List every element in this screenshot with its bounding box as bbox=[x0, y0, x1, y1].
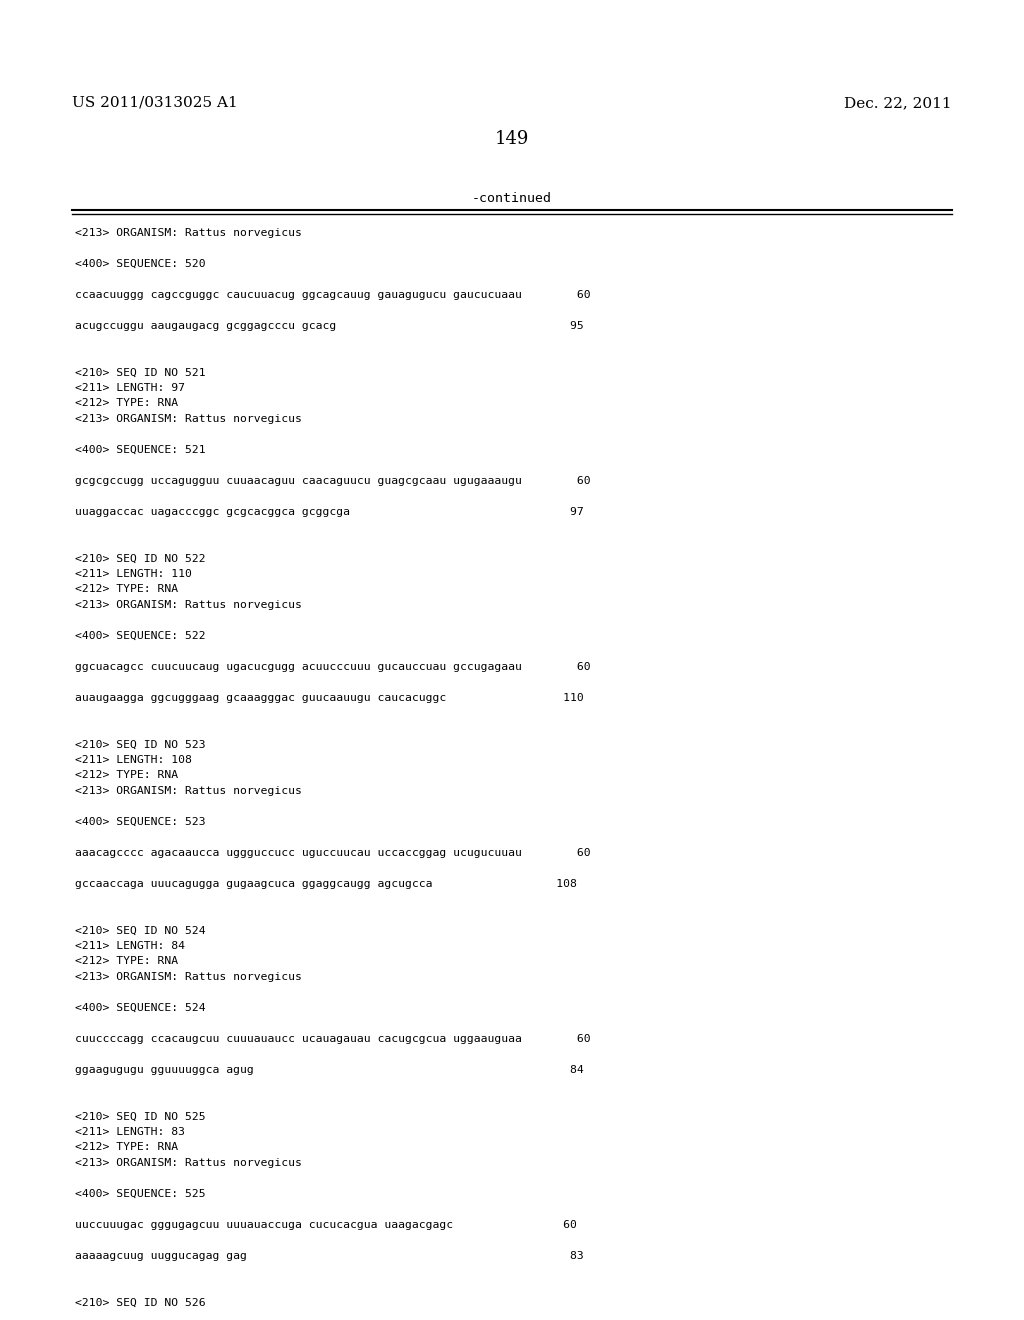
Text: <212> TYPE: RNA: <212> TYPE: RNA bbox=[75, 771, 178, 780]
Text: ccaacuuggg cagccguggc caucuuacug ggcagcauug gauagugucu gaucucuaau        60: ccaacuuggg cagccguggc caucuuacug ggcagca… bbox=[75, 290, 591, 300]
Text: <213> ORGANISM: Rattus norvegicus: <213> ORGANISM: Rattus norvegicus bbox=[75, 601, 302, 610]
Text: <400> SEQUENCE: 522: <400> SEQUENCE: 522 bbox=[75, 631, 206, 642]
Text: uuaggaccac uagacccggc gcgcacggca gcggcga                                97: uuaggaccac uagacccggc gcgcacggca gcggcga… bbox=[75, 507, 584, 517]
Text: <210> SEQ ID NO 526: <210> SEQ ID NO 526 bbox=[75, 1298, 206, 1308]
Text: cuuccccagg ccacaugcuu cuuuauaucc ucauagauau cacugcgcua uggaauguaa        60: cuuccccagg ccacaugcuu cuuuauaucc ucauaga… bbox=[75, 1034, 591, 1044]
Text: <212> TYPE: RNA: <212> TYPE: RNA bbox=[75, 399, 178, 408]
Text: aaacagcccc agacaaucca uggguccucc uguccuucau uccaccggag ucugucuuau        60: aaacagcccc agacaaucca uggguccucc uguccuu… bbox=[75, 847, 591, 858]
Text: <213> ORGANISM: Rattus norvegicus: <213> ORGANISM: Rattus norvegicus bbox=[75, 1158, 302, 1168]
Text: acugccuggu aaugaugacg gcggagcccu gcacg                                  95: acugccuggu aaugaugacg gcggagcccu gcacg 9… bbox=[75, 321, 584, 331]
Text: auaugaagga ggcugggaag gcaaagggac guucaauugu caucacuggc                 110: auaugaagga ggcugggaag gcaaagggac guucaau… bbox=[75, 693, 584, 704]
Text: ggaagugugu gguuuuggca agug                                              84: ggaagugugu gguuuuggca agug 84 bbox=[75, 1065, 584, 1074]
Text: <211> LENGTH: 97: <211> LENGTH: 97 bbox=[75, 383, 185, 393]
Text: <400> SEQUENCE: 524: <400> SEQUENCE: 524 bbox=[75, 1003, 206, 1012]
Text: <212> TYPE: RNA: <212> TYPE: RNA bbox=[75, 957, 178, 966]
Text: <211> LENGTH: 110: <211> LENGTH: 110 bbox=[75, 569, 191, 579]
Text: <213> ORGANISM: Rattus norvegicus: <213> ORGANISM: Rattus norvegicus bbox=[75, 414, 302, 424]
Text: <211> LENGTH: 108: <211> LENGTH: 108 bbox=[75, 755, 191, 766]
Text: <400> SEQUENCE: 523: <400> SEQUENCE: 523 bbox=[75, 817, 206, 828]
Text: <210> SEQ ID NO 524: <210> SEQ ID NO 524 bbox=[75, 925, 206, 936]
Text: <400> SEQUENCE: 520: <400> SEQUENCE: 520 bbox=[75, 259, 206, 269]
Text: <210> SEQ ID NO 521: <210> SEQ ID NO 521 bbox=[75, 367, 206, 378]
Text: <210> SEQ ID NO 522: <210> SEQ ID NO 522 bbox=[75, 553, 206, 564]
Text: <213> ORGANISM: Rattus norvegicus: <213> ORGANISM: Rattus norvegicus bbox=[75, 785, 302, 796]
Text: <400> SEQUENCE: 521: <400> SEQUENCE: 521 bbox=[75, 445, 206, 455]
Text: gccaaccaga uuucagugga gugaagcuca ggaggcaugg agcugcca                  108: gccaaccaga uuucagugga gugaagcuca ggaggca… bbox=[75, 879, 577, 888]
Text: Dec. 22, 2011: Dec. 22, 2011 bbox=[845, 96, 952, 110]
Text: -continued: -continued bbox=[472, 191, 552, 205]
Text: <213> ORGANISM: Rattus norvegicus: <213> ORGANISM: Rattus norvegicus bbox=[75, 972, 302, 982]
Text: <213> ORGANISM: Rattus norvegicus: <213> ORGANISM: Rattus norvegicus bbox=[75, 228, 302, 238]
Text: <210> SEQ ID NO 523: <210> SEQ ID NO 523 bbox=[75, 739, 206, 750]
Text: US 2011/0313025 A1: US 2011/0313025 A1 bbox=[72, 96, 238, 110]
Text: <212> TYPE: RNA: <212> TYPE: RNA bbox=[75, 1143, 178, 1152]
Text: uuccuuugac gggugagcuu uuuauaccuga cucucacgua uaagacgagc                60: uuccuuugac gggugagcuu uuuauaccuga cucuca… bbox=[75, 1220, 577, 1230]
Text: <211> LENGTH: 83: <211> LENGTH: 83 bbox=[75, 1127, 185, 1137]
Text: <210> SEQ ID NO 525: <210> SEQ ID NO 525 bbox=[75, 1111, 206, 1122]
Text: 149: 149 bbox=[495, 129, 529, 148]
Text: <400> SEQUENCE: 525: <400> SEQUENCE: 525 bbox=[75, 1189, 206, 1199]
Text: aaaaagcuug uuggucagag gag                                               83: aaaaagcuug uuggucagag gag 83 bbox=[75, 1251, 584, 1261]
Text: <212> TYPE: RNA: <212> TYPE: RNA bbox=[75, 585, 178, 594]
Text: ggcuacagcc cuucuucaug ugacucgugg acuucccuuu gucauccuau gccugagaau        60: ggcuacagcc cuucuucaug ugacucgugg acuuccc… bbox=[75, 663, 591, 672]
Text: gcgcgccugg uccagugguu cuuaacaguu caacaguucu guagcgcaau ugugaaaugu        60: gcgcgccugg uccagugguu cuuaacaguu caacagu… bbox=[75, 477, 591, 486]
Text: <211> LENGTH: 84: <211> LENGTH: 84 bbox=[75, 941, 185, 950]
